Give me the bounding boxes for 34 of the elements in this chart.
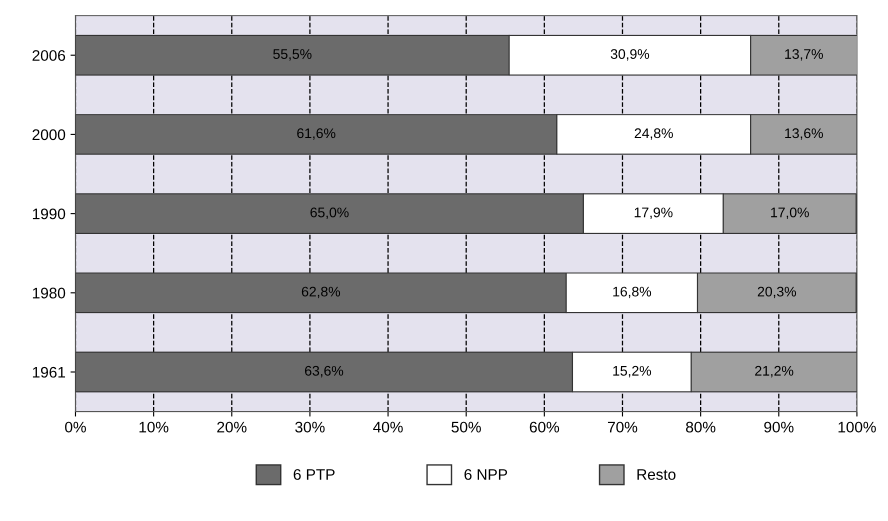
x-tick-label: 0% [65,422,86,433]
data-label: 13,7% [785,49,823,61]
x-tick-label: 90% [764,422,794,433]
x-tick-label: 50% [452,422,481,433]
y-tick-label: 2006 [32,50,66,61]
x-tick-label: 20% [217,422,247,433]
y-tick-label: 2000 [32,129,66,140]
x-tick-label: 80% [686,422,716,433]
data-label: 55,5% [273,49,312,61]
data-label: 20,3% [758,286,796,298]
data-label: 63,6% [304,366,344,378]
legend-label: 6 NPP [464,469,508,480]
data-label: 16,8% [613,286,652,298]
x-tick-label: 60% [530,422,560,433]
data-label: 30,9% [610,49,650,61]
legend-label: Resto [637,469,676,480]
data-label: 17,0% [771,208,809,219]
data-label: 62,8% [302,286,340,298]
data-label: 15,2% [613,366,652,378]
data-label: 13,6% [785,128,823,140]
data-label: 24,8% [634,128,673,140]
x-tick-label: 40% [373,422,403,433]
y-tick-label: 1980 [32,288,66,298]
y-tick-label: 1961 [32,366,66,378]
data-label: 65,0% [310,208,349,219]
legend-label: 6 PTP [294,469,335,480]
data-label: 17,9% [634,208,673,219]
y-tick-label: 1990 [32,208,66,220]
data-label: 61,6% [297,128,336,140]
x-tick-label: 100% [838,422,876,433]
x-tick-label: 30% [295,422,325,433]
x-tick-label: 10% [140,422,168,433]
data-label: 21,2% [755,366,794,378]
x-tick-label: 70% [608,422,638,433]
